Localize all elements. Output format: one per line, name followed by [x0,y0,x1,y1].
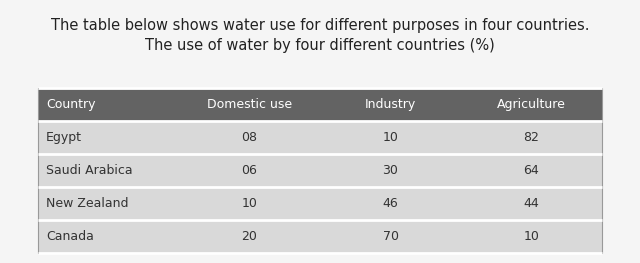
Bar [38,88,602,253]
Bar [320,220,461,253]
Text: Saudi Arabica: Saudi Arabica [46,164,132,177]
Bar [461,187,602,220]
Text: Country: Country [46,98,95,111]
Bar [179,154,320,187]
Bar [38,187,179,220]
Bar [38,154,179,187]
Text: 10: 10 [383,131,399,144]
Bar [461,121,602,154]
Bar [179,187,320,220]
Bar [320,154,461,187]
Bar [461,220,602,253]
Bar [461,88,602,121]
Text: New Zealand: New Zealand [46,197,129,210]
Text: 30: 30 [383,164,399,177]
Text: 82: 82 [524,131,540,144]
Text: The table below shows water use for different purposes in four countries.: The table below shows water use for diff… [51,18,589,33]
Bar [38,220,179,253]
Text: 06: 06 [241,164,257,177]
Text: 10: 10 [241,197,257,210]
Bar [461,154,602,187]
Bar [320,187,461,220]
Bar [179,220,320,253]
Text: Industry: Industry [365,98,416,111]
Bar [320,88,461,121]
Text: Egypt: Egypt [46,131,82,144]
Bar [38,88,179,121]
Text: 70: 70 [383,230,399,243]
Bar [38,121,179,154]
Text: Domestic use: Domestic use [207,98,292,111]
Text: 08: 08 [241,131,257,144]
Text: 44: 44 [524,197,540,210]
Bar [179,88,320,121]
Text: 46: 46 [383,197,398,210]
Text: Agriculture: Agriculture [497,98,566,111]
Text: Canada: Canada [46,230,94,243]
Text: 20: 20 [241,230,257,243]
Text: 64: 64 [524,164,540,177]
Bar [179,121,320,154]
Bar [320,121,461,154]
Text: 10: 10 [524,230,540,243]
Text: The use of water by four different countries (%): The use of water by four different count… [145,38,495,53]
